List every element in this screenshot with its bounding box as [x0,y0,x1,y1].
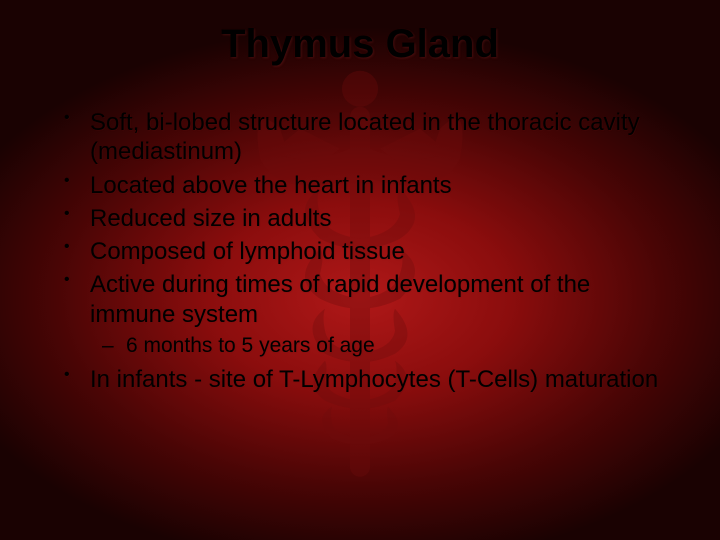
bullet-item: Soft, bi-lobed structure located in the … [54,108,680,167]
bullet-item: In infants - site of T-Lymphocytes (T-Ce… [54,365,680,394]
bullet-list: Soft, bi-lobed structure located in the … [54,108,680,329]
sub-bullet-item: 6 months to 5 years of age [54,333,680,359]
bullet-item: Active during times of rapid development… [54,270,680,329]
bullet-list-2: In infants - site of T-Lymphocytes (T-Ce… [54,365,680,394]
slide-title: Thymus Gland [0,22,720,67]
bullet-item: Reduced size in adults [54,204,680,233]
bullet-item: Composed of lymphoid tissue [54,237,680,266]
sub-bullet-list: 6 months to 5 years of age [54,333,680,359]
slide: Thymus Gland Soft, bi-lobed structure lo… [0,0,720,540]
bullet-item: Located above the heart in infants [54,171,680,200]
slide-content: Soft, bi-lobed structure located in the … [54,108,680,398]
